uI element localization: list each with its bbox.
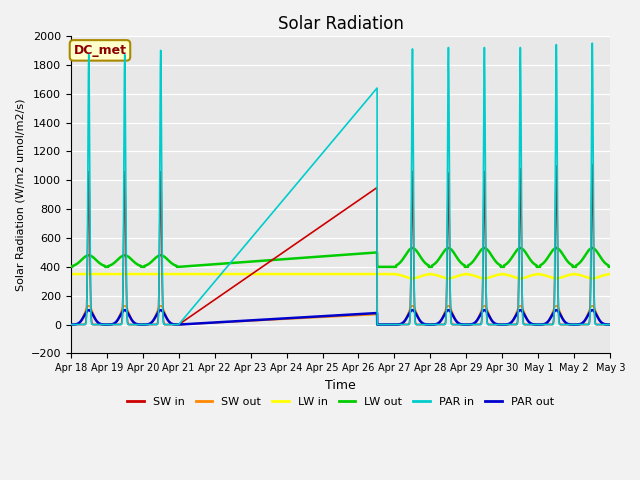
LW in bbox=[235, 271, 243, 277]
SW out bbox=[484, 307, 492, 313]
LW in bbox=[607, 271, 614, 277]
Line: SW out: SW out bbox=[71, 306, 611, 324]
LW out bbox=[484, 247, 492, 252]
LW out bbox=[235, 260, 243, 265]
LW in bbox=[484, 275, 492, 281]
LW in bbox=[67, 271, 75, 277]
LW out bbox=[67, 264, 75, 270]
SW out bbox=[101, 322, 109, 327]
SW out bbox=[132, 321, 140, 327]
LW out bbox=[440, 249, 447, 255]
SW in bbox=[131, 322, 139, 327]
SW in bbox=[440, 322, 447, 327]
LW out bbox=[131, 260, 139, 265]
SW out bbox=[235, 319, 243, 324]
Line: LW in: LW in bbox=[71, 274, 611, 278]
Line: SW in: SW in bbox=[71, 164, 611, 324]
LW in bbox=[131, 271, 139, 277]
PAR out bbox=[440, 313, 447, 319]
SW in bbox=[132, 322, 140, 327]
SW out bbox=[67, 322, 75, 327]
LW out bbox=[101, 263, 109, 269]
PAR out bbox=[131, 321, 139, 326]
PAR in bbox=[101, 322, 109, 327]
LW in bbox=[132, 271, 140, 277]
PAR out bbox=[132, 321, 140, 326]
PAR in bbox=[607, 322, 614, 327]
PAR in bbox=[132, 322, 140, 327]
SW in bbox=[484, 320, 492, 325]
LW out bbox=[132, 260, 140, 266]
SW out bbox=[607, 322, 614, 327]
Line: LW out: LW out bbox=[71, 248, 611, 267]
LW out bbox=[607, 264, 614, 270]
PAR out bbox=[235, 318, 243, 324]
PAR in bbox=[235, 251, 243, 256]
Title: Solar Radiation: Solar Radiation bbox=[278, 15, 403, 33]
SW in bbox=[67, 322, 75, 327]
LW out bbox=[408, 245, 416, 251]
LW in bbox=[408, 276, 416, 281]
Line: PAR out: PAR out bbox=[71, 310, 611, 324]
LW in bbox=[101, 271, 109, 277]
PAR in bbox=[440, 322, 447, 327]
Text: DC_met: DC_met bbox=[74, 44, 127, 57]
Legend: SW in, SW out, LW in, LW out, PAR in, PAR out: SW in, SW out, LW in, LW out, PAR in, PA… bbox=[123, 393, 559, 411]
Line: PAR in: PAR in bbox=[71, 43, 611, 324]
PAR in bbox=[131, 322, 139, 327]
PAR in bbox=[484, 321, 492, 327]
PAR out bbox=[484, 310, 492, 316]
SW out bbox=[85, 303, 93, 309]
LW in bbox=[440, 275, 447, 280]
PAR out bbox=[85, 307, 93, 313]
PAR out bbox=[607, 322, 614, 327]
SW out bbox=[131, 321, 139, 326]
SW in bbox=[607, 322, 614, 327]
SW in bbox=[588, 161, 596, 167]
X-axis label: Time: Time bbox=[325, 379, 356, 392]
SW in bbox=[101, 322, 109, 327]
SW out bbox=[440, 312, 447, 317]
PAR in bbox=[67, 322, 75, 327]
SW in bbox=[235, 280, 243, 286]
PAR in bbox=[588, 40, 596, 46]
Y-axis label: Solar Radiation (W/m2 umol/m2/s): Solar Radiation (W/m2 umol/m2/s) bbox=[15, 98, 25, 291]
PAR out bbox=[101, 322, 109, 327]
PAR out bbox=[67, 322, 75, 327]
